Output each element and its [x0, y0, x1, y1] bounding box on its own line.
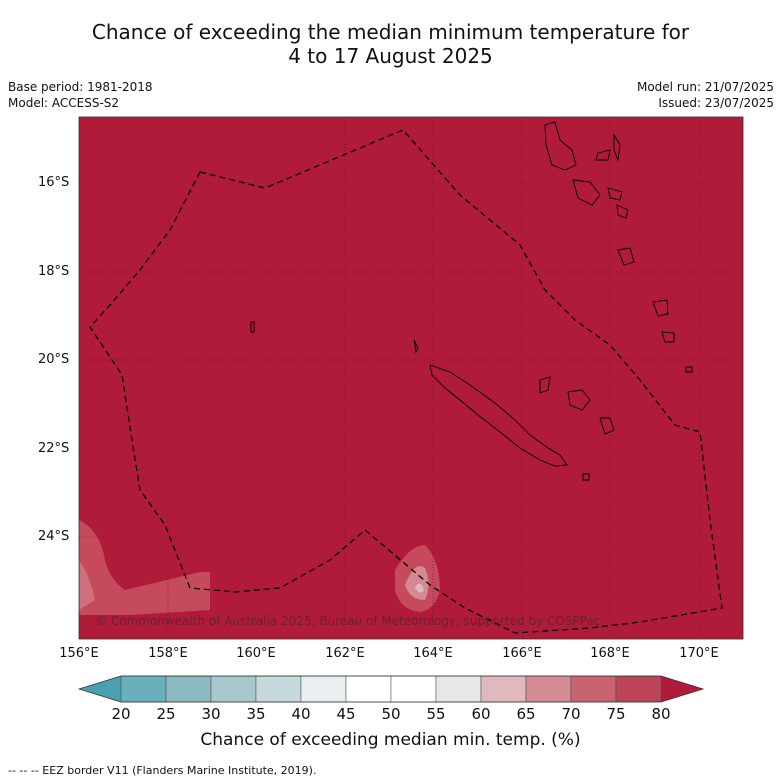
lon-label-164e: 164°E	[413, 646, 453, 661]
espiritu-santo-island	[544, 121, 577, 171]
lon-label-156e: 156°E	[59, 646, 99, 661]
colorbar-bin	[255, 675, 302, 703]
meta-left: Base period: 1981-2018 Model: ACCESS-S2	[8, 79, 153, 111]
chart-title-line1: Chance of exceeding the median minimum t…	[91, 20, 690, 44]
lat-label-20s: 20°S	[38, 352, 70, 367]
colorbar-tick-label: 50	[381, 705, 401, 723]
colorbar-tick-label: 30	[201, 705, 221, 723]
lat-label-16s: 16°S	[38, 175, 70, 190]
colorbar-tick-label: 25	[156, 705, 176, 723]
mare-island	[599, 417, 615, 435]
chesterfield-islets	[250, 321, 255, 333]
lon-label-170e: 170°E	[679, 646, 719, 661]
eez-border	[89, 129, 723, 634]
colorbar-extend-low	[79, 676, 121, 702]
colorbar-bin	[615, 675, 662, 703]
lat-label-18s: 18°S	[38, 264, 70, 279]
colorbar-tick-label: 20	[111, 705, 131, 723]
lifou-island	[567, 389, 591, 411]
copyright-text: © Commonwealth of Australia 2025, Bureau…	[95, 614, 601, 628]
efate-island	[617, 247, 635, 266]
tanna-island	[661, 331, 675, 343]
colorbar-bin	[165, 675, 212, 703]
colorbar-bin	[345, 675, 392, 703]
colorbar	[77, 675, 705, 703]
colorbar-bin	[525, 675, 572, 703]
new-caledonia-island	[429, 364, 568, 467]
erromango-island	[652, 299, 669, 317]
probability-patch-central-core	[415, 583, 424, 593]
base-period: Base period: 1981-2018	[8, 80, 153, 94]
lat-label-24s: 24°S	[38, 529, 70, 544]
colorbar-bin	[570, 675, 617, 703]
probability-patch-sw	[79, 520, 210, 615]
pentecost-island	[613, 133, 621, 162]
colorbar-label: Chance of exceeding median min. temp. (%…	[200, 730, 581, 750]
map-frame	[78, 116, 744, 640]
epi-island	[616, 204, 629, 219]
isle-of-pines	[582, 473, 590, 481]
colorbar-tick-label: 80	[651, 705, 671, 723]
colorbar-tick-label: 60	[471, 705, 491, 723]
malakula-island	[572, 179, 601, 206]
eez-legend: -- -- -- EEZ border V11 (Flanders Marine…	[8, 764, 317, 777]
lon-label-168e: 168°E	[590, 646, 630, 661]
colorbar-tick-label: 55	[426, 705, 446, 723]
model-run: Model run: 21/07/2025	[636, 80, 774, 94]
colorbar-tick-label: 35	[246, 705, 266, 723]
colorbar-bin	[435, 675, 482, 703]
colorbar-bin	[390, 675, 437, 703]
lon-label-166e: 166°E	[502, 646, 542, 661]
lat-label-22s: 22°S	[38, 441, 70, 456]
colorbar-bin	[300, 675, 347, 703]
colorbar-tick-label: 45	[336, 705, 356, 723]
colorbar-tick-label: 70	[561, 705, 581, 723]
meta-right: Model run: 21/07/2025 Issued: 23/07/2025	[637, 79, 774, 111]
issued-date: Issued: 23/07/2025	[658, 96, 774, 110]
colorbar-bin	[480, 675, 527, 703]
colorbar-bin	[120, 675, 167, 703]
colorbar-tick-label: 65	[516, 705, 536, 723]
gridlines	[79, 117, 743, 639]
model-name: Model: ACCESS-S2	[8, 96, 120, 110]
belep-island	[413, 339, 419, 354]
ambrym-island	[607, 187, 623, 201]
lon-label-160e: 160°E	[236, 646, 276, 661]
colorbar-tick-label: 40	[291, 705, 311, 723]
lon-label-162e: 162°E	[325, 646, 365, 661]
islands	[250, 121, 693, 481]
aneityum-island	[685, 366, 693, 373]
chart-title-line2: 4 to 17 August 2025	[288, 44, 493, 68]
lon-label-158e: 158°E	[148, 646, 188, 661]
colorbar-extend-high	[661, 676, 703, 702]
colorbar-tick-label: 75	[606, 705, 626, 723]
probability-patch-sw-inner	[79, 560, 95, 610]
colorbar-bin	[210, 675, 257, 703]
maewo-island	[595, 149, 611, 161]
colorbar-outline	[77, 675, 705, 703]
ouvea-island	[539, 376, 551, 394]
